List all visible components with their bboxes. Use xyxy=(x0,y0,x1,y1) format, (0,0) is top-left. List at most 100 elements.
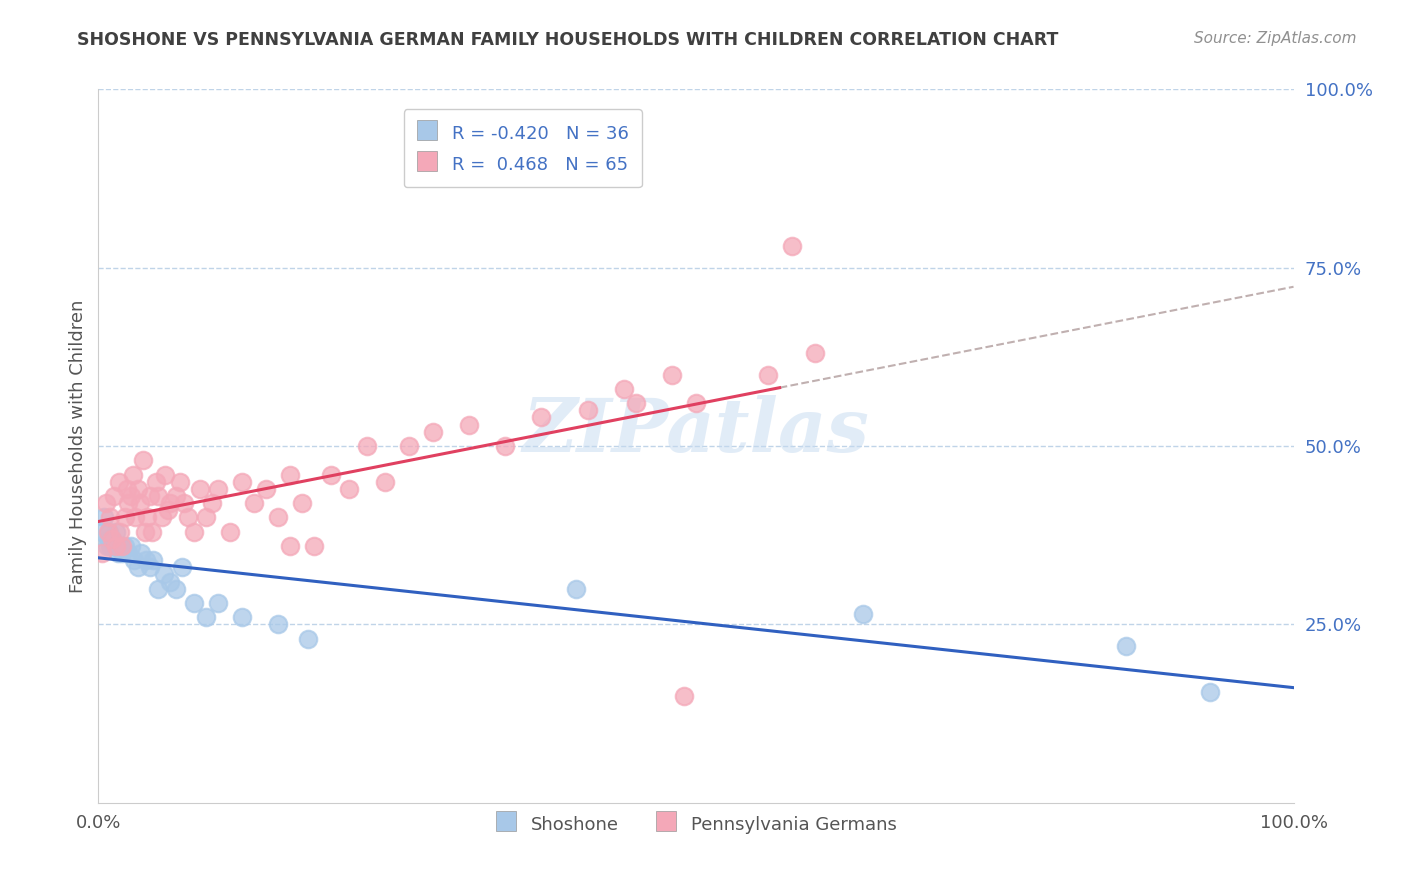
Point xyxy=(91,546,114,560)
Point xyxy=(93,510,115,524)
Point xyxy=(156,503,179,517)
Point xyxy=(661,368,683,382)
Point xyxy=(159,496,181,510)
Point xyxy=(530,410,553,425)
Point xyxy=(103,489,125,503)
Text: Source: ZipAtlas.com: Source: ZipAtlas.com xyxy=(1194,31,1357,46)
Point xyxy=(107,546,129,560)
Point xyxy=(131,546,153,560)
Point xyxy=(141,524,163,539)
Point xyxy=(135,553,157,567)
Point xyxy=(105,524,128,539)
Point xyxy=(136,510,159,524)
Point xyxy=(100,532,122,546)
Point xyxy=(852,607,875,621)
Point xyxy=(98,539,122,553)
Point xyxy=(321,467,343,482)
Point xyxy=(458,417,481,432)
Point xyxy=(374,475,396,489)
Point xyxy=(291,496,314,510)
Point xyxy=(103,539,125,553)
Point xyxy=(231,475,253,489)
Point xyxy=(183,524,205,539)
Point xyxy=(145,475,167,489)
Point xyxy=(278,467,301,482)
Point xyxy=(219,524,242,539)
Point xyxy=(122,467,145,482)
Point xyxy=(756,368,779,382)
Point xyxy=(207,482,229,496)
Point xyxy=(398,439,420,453)
Point xyxy=(673,689,696,703)
Point xyxy=(183,596,205,610)
Point xyxy=(96,539,118,553)
Point xyxy=(114,539,136,553)
Point xyxy=(117,496,139,510)
Text: SHOSHONE VS PENNSYLVANIA GERMAN FAMILY HOUSEHOLDS WITH CHILDREN CORRELATION CHAR: SHOSHONE VS PENNSYLVANIA GERMAN FAMILY H… xyxy=(77,31,1059,49)
Point xyxy=(165,582,187,596)
Point xyxy=(165,489,187,503)
Point xyxy=(98,510,122,524)
Point xyxy=(139,489,162,503)
Point xyxy=(297,632,319,646)
Point xyxy=(97,524,120,539)
Text: ZIPatlas: ZIPatlas xyxy=(523,395,869,468)
Point xyxy=(195,510,218,524)
Point xyxy=(127,560,149,574)
Point xyxy=(153,567,176,582)
Point xyxy=(1199,685,1222,699)
Point xyxy=(100,532,122,546)
Point xyxy=(148,582,170,596)
Point xyxy=(124,510,146,524)
Point xyxy=(131,453,153,467)
Point xyxy=(201,496,224,510)
Point xyxy=(169,475,191,489)
Point xyxy=(685,396,707,410)
Point xyxy=(114,510,136,524)
Point xyxy=(91,524,114,539)
Point xyxy=(254,482,277,496)
Point xyxy=(111,539,134,553)
Point xyxy=(142,553,165,567)
Point xyxy=(173,496,195,510)
Point xyxy=(339,482,361,496)
Point xyxy=(207,596,229,610)
Point xyxy=(120,539,142,553)
Point xyxy=(267,510,290,524)
Point xyxy=(422,425,444,439)
Point xyxy=(111,546,134,560)
Point xyxy=(150,510,173,524)
Point xyxy=(267,617,290,632)
Point xyxy=(98,524,121,539)
Point xyxy=(155,467,177,482)
Point xyxy=(302,539,325,553)
Point xyxy=(105,539,128,553)
Point xyxy=(148,489,170,503)
Point xyxy=(115,482,138,496)
Point xyxy=(129,496,152,510)
Point xyxy=(120,489,142,503)
Point xyxy=(231,610,253,624)
Point xyxy=(1115,639,1137,653)
Point xyxy=(356,439,378,453)
Point xyxy=(97,532,120,546)
Point xyxy=(172,560,194,574)
Point xyxy=(626,396,648,410)
Point xyxy=(108,539,131,553)
Y-axis label: Family Households with Children: Family Households with Children xyxy=(69,300,87,592)
Point xyxy=(177,510,200,524)
Point xyxy=(117,546,139,560)
Point xyxy=(565,582,588,596)
Point xyxy=(124,553,146,567)
Point xyxy=(195,610,218,624)
Point xyxy=(278,539,301,553)
Point xyxy=(804,346,827,360)
Point xyxy=(613,382,636,396)
Point xyxy=(127,482,149,496)
Point xyxy=(578,403,600,417)
Point xyxy=(780,239,803,253)
Point xyxy=(139,560,162,574)
Point xyxy=(188,482,211,496)
Legend: Shoshone, Pennsylvania Germans: Shoshone, Pennsylvania Germans xyxy=(482,800,910,847)
Point xyxy=(108,524,131,539)
